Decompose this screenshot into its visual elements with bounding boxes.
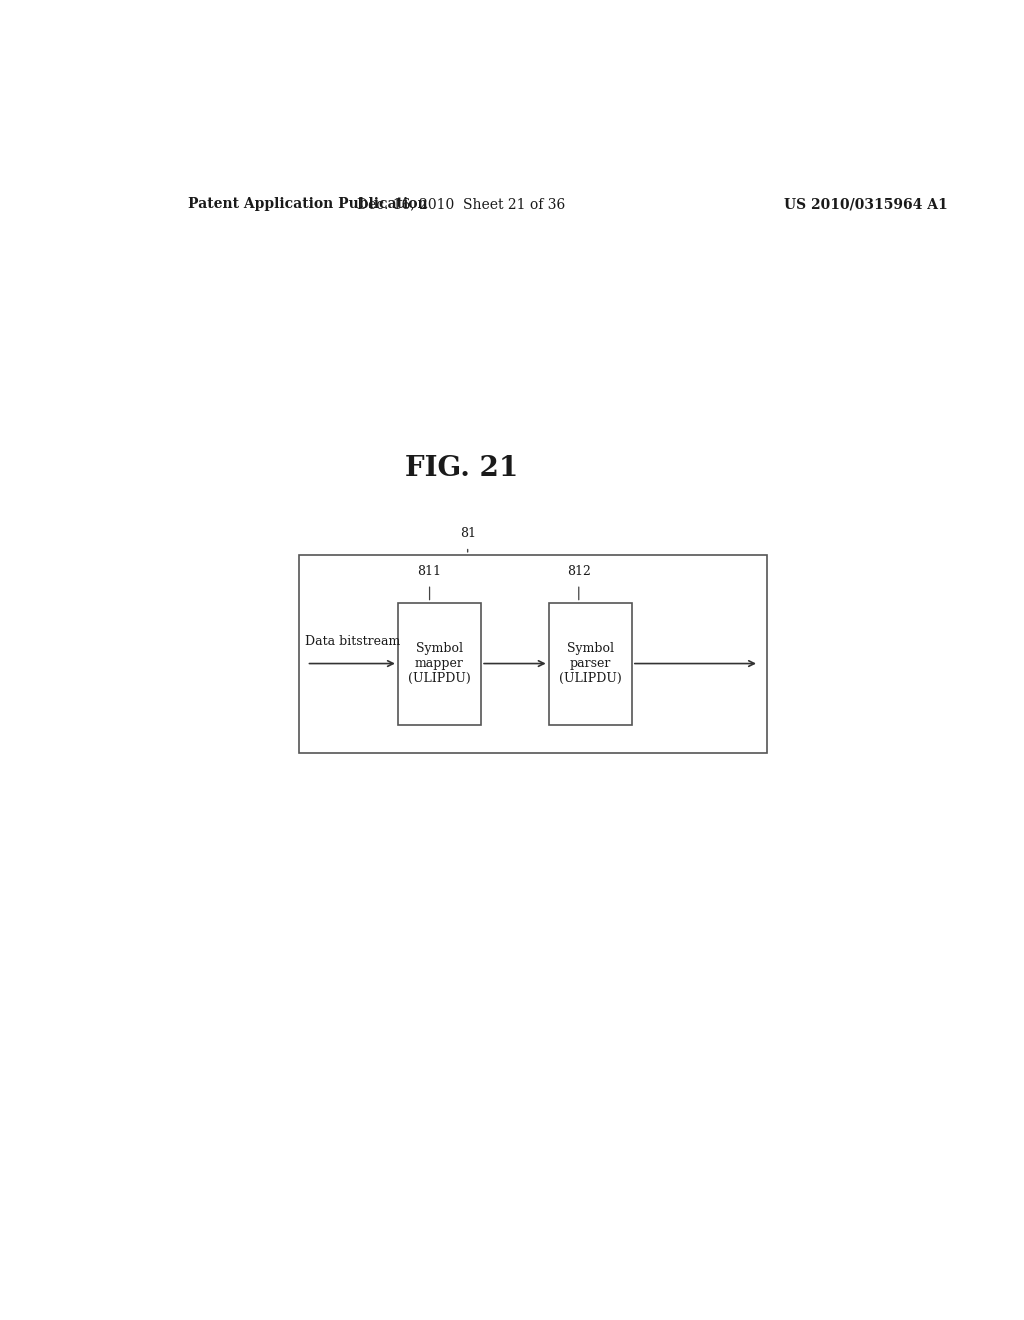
Text: Dec. 16, 2010  Sheet 21 of 36: Dec. 16, 2010 Sheet 21 of 36	[357, 197, 565, 211]
Text: Data bitstream: Data bitstream	[305, 635, 400, 648]
Text: 81: 81	[460, 527, 476, 540]
Text: US 2010/0315964 A1: US 2010/0315964 A1	[784, 197, 948, 211]
Text: 811: 811	[418, 565, 441, 578]
Text: Patent Application Publication: Patent Application Publication	[187, 197, 427, 211]
Text: 812: 812	[567, 565, 591, 578]
Text: Symbol
mapper
(ULIPDU): Symbol mapper (ULIPDU)	[409, 642, 471, 685]
Text: Symbol
parser
(ULIPDU): Symbol parser (ULIPDU)	[559, 642, 622, 685]
Text: FIG. 21: FIG. 21	[404, 455, 518, 482]
Bar	[549, 602, 632, 725]
Bar	[397, 602, 481, 725]
Bar	[299, 554, 767, 752]
